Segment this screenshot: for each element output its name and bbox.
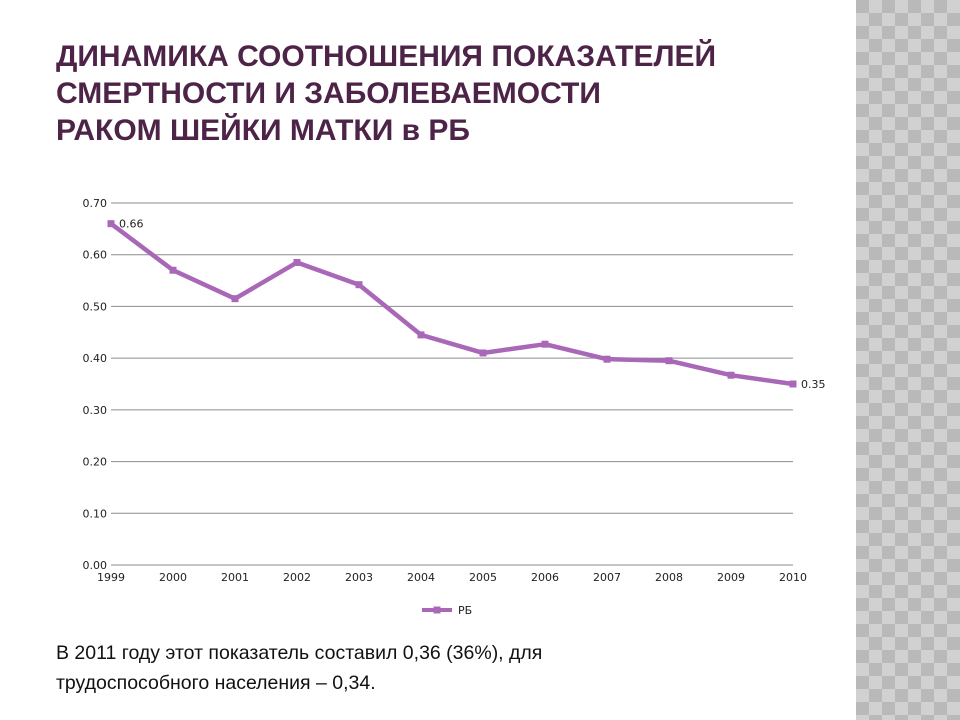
x-tick-label: 2006 — [531, 571, 559, 584]
data-point-marker — [727, 371, 735, 379]
series-line — [109, 221, 794, 387]
y-tick-label: 0.60 — [83, 249, 108, 262]
x-tick-label: 2005 — [469, 571, 497, 584]
side-pattern-decoration — [856, 0, 960, 720]
line-chart: 0.00 0.10 0.20 0.30 0.40 0.50 0.60 0.70 1999 200… — [83, 197, 826, 617]
y-tick-label: 0.70 — [83, 197, 108, 210]
y-tick-label: 0.40 — [83, 352, 108, 365]
data-labels: 0.66 0.35 — [119, 218, 826, 391]
data-label: 0.35 — [801, 378, 826, 391]
data-point-marker — [169, 266, 177, 274]
y-tick-label: 0.10 — [83, 507, 108, 520]
y-tick-label: 0.00 — [83, 559, 108, 572]
data-point-marker — [603, 355, 611, 363]
x-tick-label: 2008 — [655, 571, 683, 584]
x-tick-label: 2007 — [593, 571, 621, 584]
x-axis-tick-labels: 1999 2000 2001 2002 2003 2004 2005 2006 2007 2008… — [97, 571, 807, 584]
x-tick-label: 1999 — [97, 571, 125, 584]
data-label: 0.66 — [119, 218, 144, 231]
slide-title: ДИНАМИКА СООТНОШЕНИЯ ПОКАЗАТЕЛЕЙ СМЕРТНО… — [56, 38, 836, 149]
title-line-1: ДИНАМИКА СООТНОШЕНИЯ ПОКАЗАТЕЛЕЙ — [56, 40, 717, 73]
data-point-marker — [789, 380, 797, 388]
title-line-2: СМЕРТНОСТИ И ЗАБОЛЕВАЕМОСТИ — [56, 77, 601, 110]
data-point-marker — [293, 258, 301, 266]
data-point-marker — [107, 220, 115, 228]
legend-label: РБ — [458, 604, 472, 617]
x-tick-label: 2004 — [407, 571, 435, 584]
legend-marker-swatch — [433, 606, 441, 614]
y-tick-label: 0.30 — [83, 404, 108, 417]
data-point-marker — [541, 340, 549, 348]
grid-lines — [111, 202, 793, 566]
y-axis-tick-labels: 0.00 0.10 0.20 0.30 0.40 0.50 0.60 0.70 — [83, 197, 108, 572]
x-tick-label: 2003 — [345, 571, 373, 584]
title-line-3: РАКОМ ШЕЙКИ МАТКИ в РБ — [56, 114, 470, 147]
y-tick-label: 0.20 — [83, 456, 108, 469]
y-tick-label: 0.50 — [83, 300, 108, 313]
x-tick-label: 2002 — [283, 571, 311, 584]
x-tick-label: 2010 — [779, 571, 807, 584]
data-point-marker — [355, 281, 363, 289]
data-point-marker — [479, 349, 487, 357]
note-line-2: трудоспособного населения – 0,34. — [56, 672, 376, 694]
legend: РБ — [422, 604, 472, 617]
note-line-1: В 2011 году этот показатель составил 0,3… — [56, 642, 543, 664]
footnote-text: В 2011 году этот показатель составил 0,3… — [56, 638, 836, 698]
data-point-marker — [417, 331, 425, 339]
x-tick-label: 2009 — [717, 571, 745, 584]
data-point-marker — [665, 357, 673, 365]
x-tick-label: 2001 — [221, 571, 249, 584]
series-layer — [107, 220, 797, 388]
x-tick-label: 2000 — [159, 571, 187, 584]
data-point-marker — [231, 295, 239, 303]
